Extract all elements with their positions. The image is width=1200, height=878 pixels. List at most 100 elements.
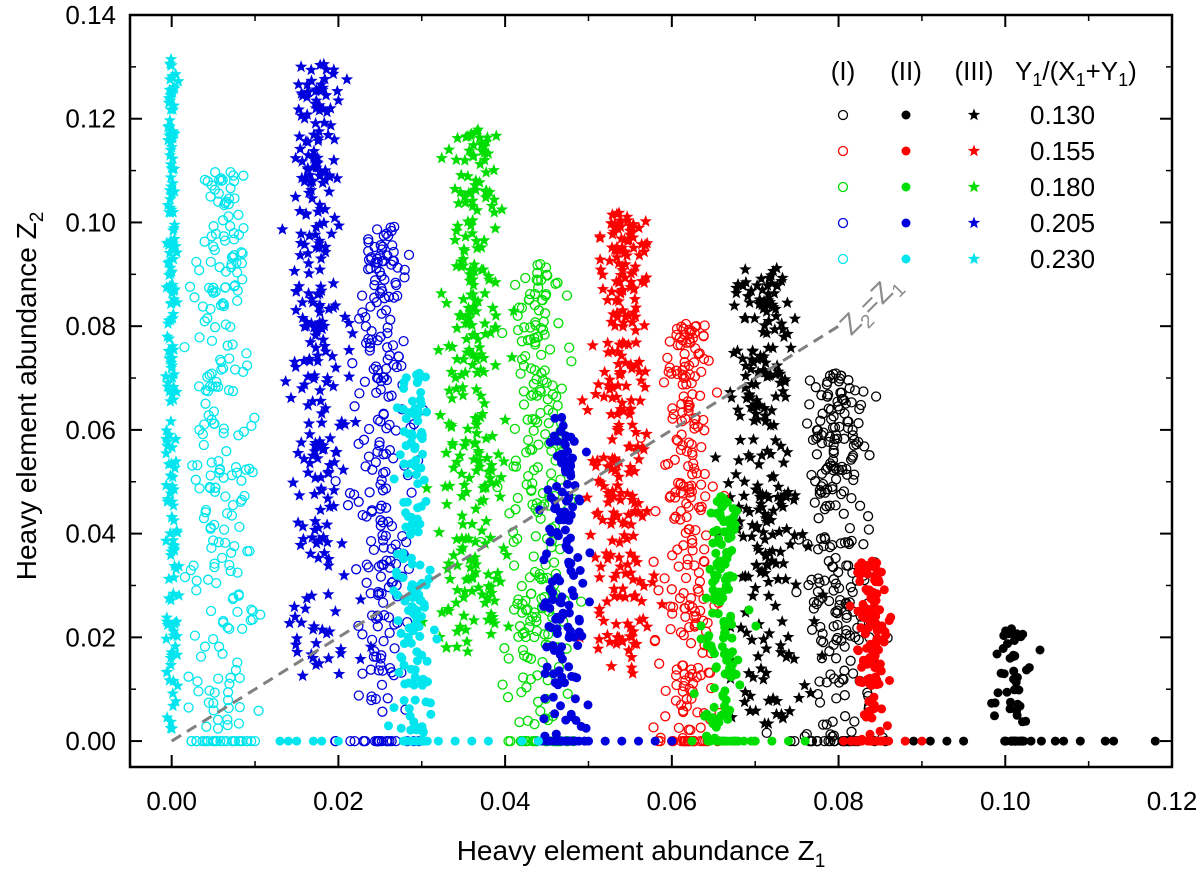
data-point bbox=[654, 658, 665, 669]
data-point bbox=[225, 166, 236, 178]
data-point bbox=[629, 359, 643, 371]
data-point bbox=[229, 193, 240, 204]
data-point bbox=[456, 509, 469, 522]
data-point bbox=[576, 596, 587, 607]
data-point bbox=[432, 343, 445, 356]
data-point bbox=[491, 566, 504, 579]
data-point bbox=[750, 279, 764, 291]
data-point bbox=[508, 560, 520, 571]
data-point bbox=[754, 349, 767, 362]
data-point bbox=[216, 552, 228, 564]
data-point bbox=[1003, 639, 1012, 649]
data-point bbox=[622, 644, 635, 656]
data-point bbox=[634, 374, 648, 386]
data-point bbox=[378, 542, 389, 553]
data-point bbox=[622, 466, 636, 478]
data-point bbox=[373, 735, 384, 747]
data-point bbox=[238, 170, 249, 181]
data-point bbox=[1075, 736, 1085, 746]
data-point bbox=[877, 621, 887, 631]
data-point bbox=[800, 736, 810, 746]
data-point bbox=[313, 263, 327, 275]
data-point bbox=[626, 667, 639, 679]
data-point bbox=[169, 67, 182, 80]
data-point bbox=[675, 505, 687, 517]
data-point bbox=[311, 205, 325, 218]
data-point bbox=[678, 391, 689, 402]
data-point bbox=[772, 480, 785, 493]
data-point bbox=[206, 368, 217, 379]
data-point bbox=[208, 705, 219, 716]
data-point bbox=[719, 500, 728, 510]
data-point bbox=[327, 379, 340, 392]
data-point bbox=[318, 319, 331, 332]
floor-points bbox=[884, 736, 927, 746]
data-point bbox=[612, 222, 625, 235]
data-point bbox=[846, 736, 856, 746]
data-point bbox=[539, 714, 549, 724]
data-point bbox=[762, 341, 775, 354]
data-point bbox=[378, 255, 389, 267]
data-point bbox=[495, 203, 509, 215]
data-point bbox=[541, 598, 550, 607]
data-point bbox=[194, 332, 205, 343]
data-point bbox=[311, 287, 324, 300]
data-point bbox=[561, 290, 573, 301]
data-point bbox=[669, 513, 680, 524]
data-point bbox=[443, 572, 457, 585]
data-point bbox=[295, 109, 308, 121]
data-point bbox=[620, 379, 633, 392]
data-point bbox=[167, 587, 180, 600]
data-point bbox=[308, 736, 318, 746]
data-point bbox=[310, 94, 323, 106]
data-point bbox=[313, 298, 327, 311]
open-circle-cloud bbox=[179, 166, 266, 747]
data-point bbox=[212, 196, 224, 207]
data-point bbox=[829, 422, 841, 433]
data-point bbox=[830, 606, 841, 618]
data-point bbox=[593, 571, 606, 583]
data-point bbox=[632, 505, 645, 518]
data-point bbox=[399, 272, 410, 283]
data-point bbox=[477, 351, 490, 364]
data-point bbox=[781, 296, 794, 309]
data-point bbox=[483, 736, 493, 746]
data-point bbox=[569, 571, 579, 580]
data-point bbox=[463, 274, 476, 287]
data-point bbox=[458, 153, 472, 166]
data-point bbox=[164, 234, 178, 246]
data-point bbox=[555, 507, 565, 517]
data-point bbox=[304, 547, 317, 560]
data-point bbox=[808, 596, 820, 608]
data-point bbox=[720, 622, 730, 632]
data-point bbox=[365, 664, 377, 675]
data-point bbox=[874, 665, 884, 674]
data-point bbox=[825, 735, 836, 747]
data-point bbox=[768, 286, 781, 299]
data-point bbox=[512, 533, 523, 544]
data-point bbox=[165, 87, 178, 99]
data-point bbox=[535, 386, 546, 397]
data-point bbox=[369, 241, 380, 253]
data-point bbox=[726, 611, 736, 621]
data-point bbox=[798, 678, 811, 691]
data-point bbox=[485, 586, 498, 599]
data-point bbox=[557, 672, 567, 682]
data-point bbox=[557, 458, 566, 468]
legend-marker-star bbox=[967, 252, 981, 265]
data-point bbox=[399, 264, 410, 276]
data-point bbox=[164, 548, 177, 561]
data-point bbox=[396, 360, 407, 372]
data-point bbox=[528, 378, 539, 389]
data-point bbox=[525, 615, 536, 627]
data-point bbox=[415, 631, 425, 641]
data-point bbox=[835, 370, 847, 382]
data-point bbox=[462, 301, 475, 314]
data-point bbox=[169, 455, 183, 467]
data-point bbox=[234, 521, 245, 533]
data-point bbox=[526, 588, 537, 599]
data-point bbox=[294, 60, 308, 73]
data-point bbox=[816, 390, 827, 401]
y-tick-label: 0.04 bbox=[65, 519, 116, 549]
data-point bbox=[164, 487, 177, 499]
